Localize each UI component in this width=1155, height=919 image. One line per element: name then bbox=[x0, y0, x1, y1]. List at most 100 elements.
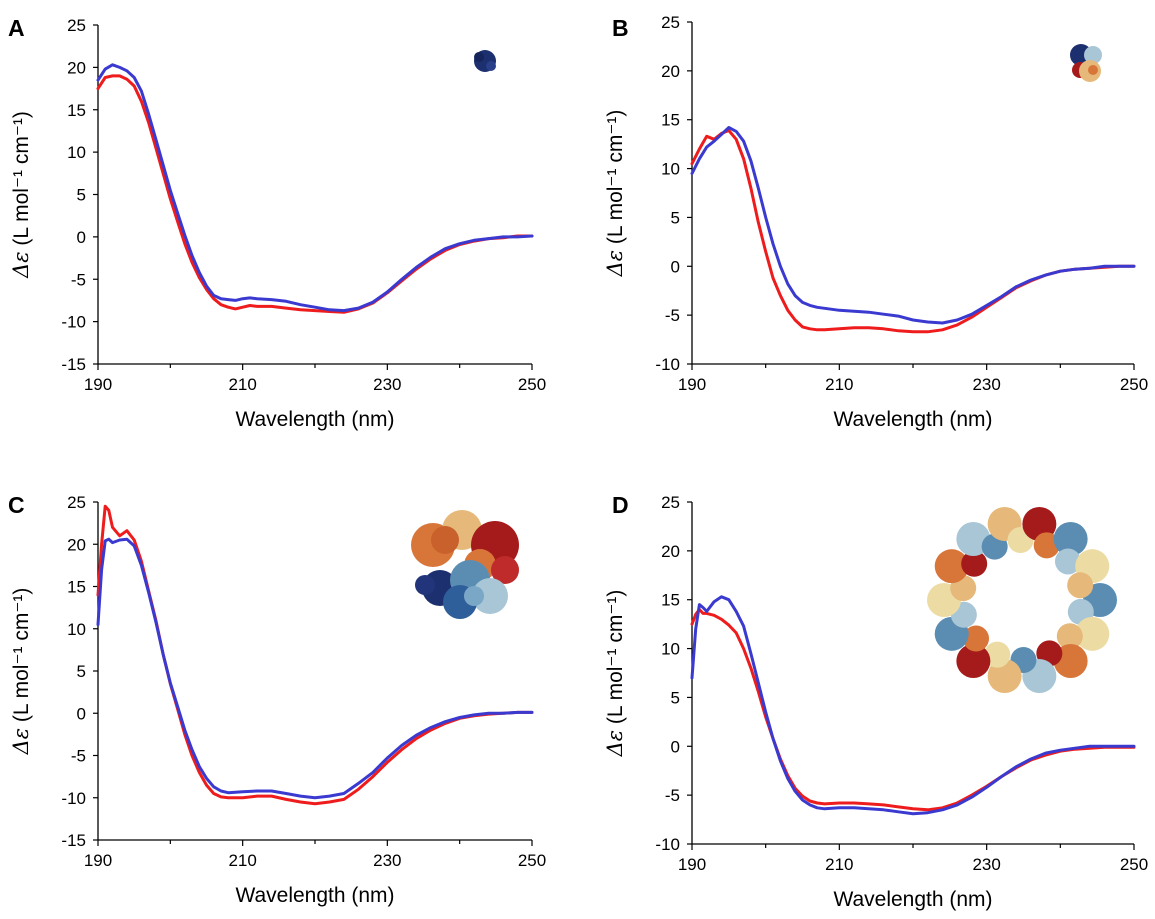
x-tick-label: 250 bbox=[1120, 855, 1148, 874]
y-tick-label: 10 bbox=[661, 160, 680, 179]
y-axis-symbol: Δε bbox=[603, 730, 627, 757]
x-axis-title: Wavelength (nm) bbox=[235, 408, 394, 431]
y-tick-label: 15 bbox=[67, 101, 86, 120]
y-tick-label: 25 bbox=[67, 16, 86, 35]
y-axis-unit: (L mol⁻¹ cm⁻¹) bbox=[604, 590, 627, 725]
x-tick-label: 190 bbox=[84, 851, 112, 870]
y-tick-label: 0 bbox=[671, 737, 680, 756]
y-axis-symbol: Δε bbox=[603, 250, 627, 277]
ring-center-hole bbox=[1051, 599, 1068, 616]
y-axis-title: Δε (L mol⁻¹ cm⁻¹) bbox=[9, 588, 33, 756]
series-line-blue bbox=[690, 126, 1136, 325]
x-axis-title: Wavelength (nm) bbox=[833, 408, 992, 431]
panel-letter: D bbox=[612, 492, 629, 518]
y-tick-label: 10 bbox=[67, 620, 86, 639]
panel-d: D -10 -5 0 5 10 15 20 25 190 210 230 250 Wavelength (… bbox=[603, 492, 1148, 911]
y-tick-label: 20 bbox=[661, 542, 680, 561]
y-tick-label: -15 bbox=[61, 355, 86, 374]
ring-center-hole bbox=[977, 601, 994, 618]
x-tick-label: 250 bbox=[518, 851, 546, 870]
ring-subunit bbox=[1067, 572, 1094, 599]
y-tick-label: -5 bbox=[665, 306, 680, 325]
y-axis-symbol: Δε bbox=[9, 728, 33, 755]
y-tick-label: -15 bbox=[61, 831, 86, 850]
y-tick-label: 5 bbox=[671, 208, 680, 227]
panel-a: A -15 -10 -5 0 5 10 15 20 25 190 210 230 250 Wavelengt… bbox=[8, 15, 546, 431]
series-line-blue bbox=[96, 537, 534, 800]
y-tick-label: 15 bbox=[661, 111, 680, 130]
subunit-blob bbox=[491, 556, 519, 584]
subunit-blob bbox=[472, 578, 508, 614]
y-tick-label: 0 bbox=[77, 704, 86, 723]
ring-center-hole bbox=[983, 569, 1000, 586]
subunit-blob bbox=[415, 575, 435, 595]
series-line-red bbox=[690, 129, 1136, 334]
y-tick-label: 15 bbox=[67, 578, 86, 597]
panel-letter: B bbox=[612, 15, 629, 41]
series-line-red bbox=[96, 74, 534, 314]
y-tick-label: 5 bbox=[671, 688, 680, 707]
y-tick-label: -10 bbox=[61, 313, 86, 332]
y-axis-unit: (L mol⁻¹ cm⁻¹) bbox=[10, 588, 33, 723]
large-protein-complex-icon bbox=[411, 510, 519, 619]
panel-c: C -15 -10 -5 0 5 10 15 20 25 190 210 230 250 Wavelengt… bbox=[8, 492, 546, 907]
y-axis-symbol: Δε bbox=[9, 251, 33, 278]
panel-letter: C bbox=[8, 492, 25, 518]
ring-subunit bbox=[934, 549, 969, 584]
y-tick-label: -10 bbox=[655, 835, 680, 854]
panel-b: B -10 -5 0 5 10 15 20 25 190 210 230 250 Wavelength (… bbox=[603, 13, 1148, 431]
x-tick-label: 230 bbox=[972, 375, 1000, 394]
y-tick-label: -5 bbox=[71, 747, 86, 766]
x-axis-title: Wavelength (nm) bbox=[235, 884, 394, 907]
y-tick-label: 25 bbox=[661, 13, 680, 32]
y-axis-title: Δε (L mol⁻¹ cm⁻¹) bbox=[603, 110, 627, 278]
series-line-blue bbox=[690, 595, 1136, 816]
x-tick-label: 190 bbox=[678, 855, 706, 874]
ring-subunit bbox=[1075, 616, 1110, 651]
ring-shaped-protein-assembly-icon bbox=[927, 506, 1117, 694]
ring-subunit bbox=[1033, 532, 1060, 559]
subunit-blob bbox=[1084, 46, 1102, 64]
x-tick-label: 230 bbox=[373, 375, 401, 394]
ring-subunit bbox=[963, 625, 990, 652]
ring-center-hole bbox=[1043, 567, 1060, 584]
y-tick-label: 0 bbox=[671, 257, 680, 276]
subunit-blob bbox=[1088, 65, 1098, 75]
small-globular-protein-icon bbox=[474, 50, 496, 72]
series-line-red bbox=[96, 504, 534, 806]
y-tick-label: 25 bbox=[67, 493, 86, 512]
x-tick-label: 210 bbox=[825, 375, 853, 394]
y-tick-label: -10 bbox=[61, 789, 86, 808]
x-tick-label: 190 bbox=[84, 375, 112, 394]
x-axis-title: Wavelength (nm) bbox=[833, 888, 992, 911]
y-tick-label: 25 bbox=[661, 493, 680, 512]
y-tick-label: 5 bbox=[77, 186, 86, 205]
y-tick-label: 0 bbox=[77, 228, 86, 247]
x-tick-label: 250 bbox=[1120, 375, 1148, 394]
y-axis-title: Δε (L mol⁻¹ cm⁻¹) bbox=[9, 111, 33, 279]
y-tick-label: 20 bbox=[67, 535, 86, 554]
subunit-blob bbox=[464, 586, 484, 606]
ring-subunit bbox=[956, 643, 991, 678]
x-tick-label: 230 bbox=[373, 851, 401, 870]
x-tick-label: 250 bbox=[518, 375, 546, 394]
y-tick-label: -5 bbox=[71, 270, 86, 289]
x-tick-label: 210 bbox=[228, 375, 256, 394]
x-tick-label: 210 bbox=[825, 855, 853, 874]
y-tick-label: 20 bbox=[661, 62, 680, 81]
ring-subunit bbox=[1056, 623, 1083, 650]
x-tick-label: 230 bbox=[972, 855, 1000, 874]
y-tick-label: -5 bbox=[665, 786, 680, 805]
x-tick-label: 190 bbox=[678, 375, 706, 394]
ring-subunit bbox=[984, 641, 1011, 668]
ring-center-hole bbox=[1013, 554, 1030, 571]
ring-center-hole bbox=[998, 626, 1015, 643]
panel-letter: A bbox=[8, 15, 25, 41]
y-axis-title: Δε (L mol⁻¹ cm⁻¹) bbox=[603, 590, 627, 758]
ring-center-hole bbox=[1031, 625, 1048, 642]
ring-subunit bbox=[1053, 522, 1088, 557]
y-tick-label: 20 bbox=[67, 58, 86, 77]
tetrameric-protein-icon bbox=[1070, 44, 1102, 82]
y-tick-label: 10 bbox=[661, 640, 680, 659]
